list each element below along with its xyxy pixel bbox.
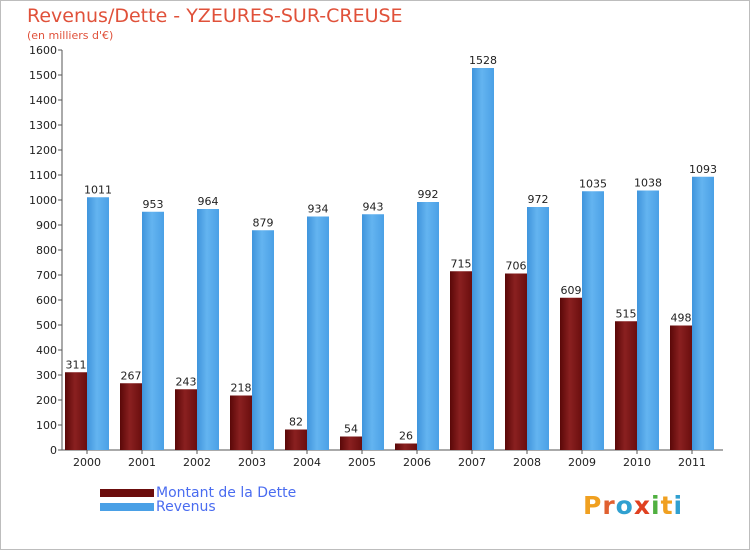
bar-revenus: [527, 207, 549, 450]
y-tick-label: 1200: [29, 144, 57, 157]
x-tick-label: 2010: [623, 456, 651, 469]
bar-revenus: [637, 190, 659, 450]
data-label-dette: 267: [121, 369, 142, 382]
bar-revenus: [472, 68, 494, 450]
data-label-dette: 82: [289, 416, 303, 429]
bar-revenus: [252, 230, 274, 450]
bar-revenus: [142, 211, 164, 450]
data-label-revenus: 1011: [84, 183, 112, 196]
bar-dette: [450, 271, 472, 450]
proxiti-logo: Proxiti: [583, 491, 683, 520]
data-label-revenus: 972: [528, 193, 549, 206]
data-label-dette: 311: [66, 358, 87, 371]
bar-revenus: [307, 216, 329, 450]
logo-letter: i: [651, 491, 661, 520]
bar-dette: [505, 273, 527, 450]
bar-dette: [340, 436, 362, 450]
data-label-revenus: 953: [143, 198, 164, 211]
y-tick-label: 800: [36, 244, 57, 257]
data-label-revenus: 934: [308, 203, 329, 216]
data-label-revenus: 1038: [634, 177, 662, 190]
x-tick-label: 2008: [513, 456, 541, 469]
bar-dette: [615, 321, 637, 450]
y-tick-label: 400: [36, 344, 57, 357]
data-label-dette: 706: [506, 260, 527, 273]
chart-subtitle: (en milliers d'€): [27, 29, 114, 42]
y-tick-label: 1000: [29, 194, 57, 207]
logo-letter: t: [660, 491, 674, 520]
data-label-dette: 715: [451, 257, 472, 270]
x-tick-label: 2000: [73, 456, 101, 469]
data-label-dette: 498: [671, 312, 692, 325]
y-tick-label: 500: [36, 319, 57, 332]
logo-letter: o: [615, 491, 634, 520]
bar-dette: [395, 443, 417, 450]
bar-dette: [560, 297, 582, 450]
data-label-revenus: 964: [198, 195, 219, 208]
data-label-revenus: 879: [253, 216, 274, 229]
x-tick-label: 2004: [293, 456, 321, 469]
y-tick-label: 1300: [29, 119, 57, 132]
data-label-dette: 26: [399, 430, 413, 443]
y-tick-label: 300: [36, 369, 57, 382]
bar-revenus: [417, 202, 439, 450]
x-tick-label: 2006: [403, 456, 431, 469]
legend-label-dette: Montant de la Dette: [156, 485, 297, 501]
logo-letter: x: [633, 491, 651, 520]
x-tick-label: 2011: [678, 456, 706, 469]
logo-letter: r: [602, 491, 616, 520]
y-tick-label: 1100: [29, 169, 57, 182]
bar-revenus: [692, 176, 714, 450]
bar-dette: [230, 395, 252, 450]
bar-revenus: [582, 191, 604, 450]
legend-item-revenus: Revenus: [100, 499, 296, 515]
legend-item-dette: Montant de la Dette: [100, 485, 297, 501]
x-tick-label: 2002: [183, 456, 211, 469]
logo-letter: i: [673, 491, 684, 520]
y-tick-label: 600: [36, 294, 57, 307]
bar-revenus: [87, 197, 109, 450]
x-tick-label: 2003: [238, 456, 266, 469]
legend-label-revenus: Revenus: [156, 499, 216, 515]
data-label-dette: 515: [616, 307, 637, 320]
y-tick-label: 900: [36, 219, 57, 232]
logo-letter: P: [583, 491, 603, 520]
y-tick-label: 200: [36, 394, 57, 407]
bar-dette: [285, 429, 307, 450]
x-tick-label: 2009: [568, 456, 596, 469]
y-tick-label: 0: [50, 444, 57, 457]
x-tick-label: 2001: [128, 456, 156, 469]
data-label-dette: 243: [176, 375, 197, 388]
data-label-revenus: 1093: [689, 163, 717, 176]
bar-dette: [65, 372, 87, 450]
x-tick-label: 2007: [458, 456, 486, 469]
data-label-dette: 609: [561, 284, 582, 297]
bar-dette: [670, 325, 692, 450]
y-tick-label: 100: [36, 419, 57, 432]
y-tick-label: 1400: [29, 94, 57, 107]
legend-swatch-revenus: [100, 503, 154, 511]
bar-dette: [175, 389, 197, 450]
data-label-dette: 54: [344, 423, 358, 436]
y-tick-label: 1500: [29, 69, 57, 82]
chart-title: Revenus/Dette - YZEURES-SUR-CREUSE: [27, 5, 403, 27]
bar-revenus: [197, 209, 219, 450]
bar-dette: [120, 383, 142, 450]
y-tick-label: 700: [36, 269, 57, 282]
legend-swatch-dette: [100, 489, 154, 497]
data-label-revenus: 943: [363, 200, 384, 213]
data-label-revenus: 1035: [579, 177, 607, 190]
x-tick-label: 2005: [348, 456, 376, 469]
data-label-revenus: 992: [418, 188, 439, 201]
y-tick-label: 1600: [29, 44, 57, 57]
bar-revenus: [362, 214, 384, 450]
data-label-revenus: 1528: [469, 54, 497, 67]
legend: Montant de la Dette Revenus: [100, 485, 297, 515]
data-label-dette: 218: [231, 382, 252, 395]
